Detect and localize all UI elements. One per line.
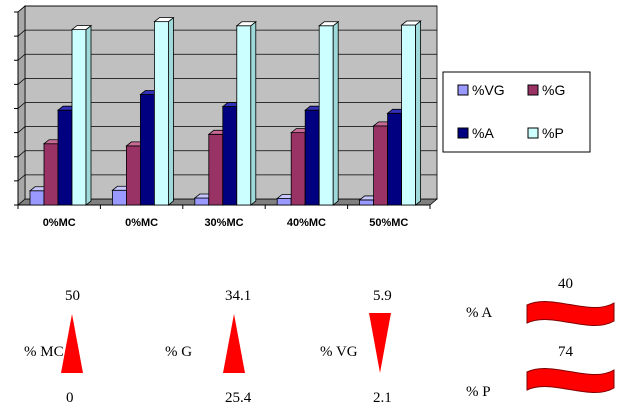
bar-front <box>373 125 389 206</box>
bar <box>153 16 175 206</box>
mc-top-value: 50 <box>65 288 80 304</box>
bar-front <box>194 197 210 206</box>
p-value: 74 <box>558 344 573 360</box>
x-tick-label: 30%MC <box>204 217 243 229</box>
legend-label: %A <box>472 125 494 141</box>
bar-side <box>332 20 339 206</box>
p-wave-icon <box>526 368 615 393</box>
bar-side <box>167 16 174 206</box>
x-tick-label: 0%MC <box>125 217 158 229</box>
x-tick-label: 0%MC <box>43 217 76 229</box>
a-value: 40 <box>558 276 573 292</box>
bar-front <box>139 94 155 206</box>
legend-swatch <box>527 127 539 139</box>
bar-front <box>236 25 252 206</box>
legend-box <box>442 71 591 153</box>
bar-side <box>85 24 92 206</box>
indicator-arrows <box>61 301 615 393</box>
vg-top-value: 5.9 <box>373 288 392 304</box>
g-top-value: 34.1 <box>225 288 252 304</box>
mc-bottom-value: 0 <box>66 390 74 406</box>
bar-front <box>71 29 87 206</box>
gridline <box>17 5 437 13</box>
bar-front <box>318 25 334 206</box>
legend-swatch <box>527 84 539 96</box>
gridline <box>17 126 437 133</box>
x-tick-labels: 0%MC 0%MC 30%MC 40%MC 50%MC <box>17 205 431 229</box>
legend-label: %G <box>542 82 565 98</box>
legend-swatch <box>457 127 469 139</box>
vg-bottom-value: 2.1 <box>373 390 392 406</box>
legend-label: %P <box>542 125 564 141</box>
bar-front <box>29 190 45 206</box>
a-label: % A <box>466 305 493 321</box>
bar <box>235 20 257 206</box>
bar-front <box>126 145 141 206</box>
bar <box>318 20 340 206</box>
legend: %VG %G %A %P <box>442 71 591 153</box>
bar <box>400 20 422 206</box>
x-tick-label: 40%MC <box>287 217 326 229</box>
bar <box>70 24 93 206</box>
bar-front <box>208 133 224 206</box>
gridline <box>17 29 437 37</box>
gridline <box>17 102 437 109</box>
x-tick-label: 50%MC <box>369 217 408 229</box>
bar-front <box>359 199 375 206</box>
bar-front <box>43 143 59 206</box>
bar-top <box>400 20 422 26</box>
gridline <box>17 77 437 85</box>
increase-triangle-icon <box>61 314 83 373</box>
chart-bars <box>28 16 422 206</box>
bar-top <box>318 21 340 27</box>
bar-front <box>222 106 238 206</box>
p-label: % P <box>466 384 491 400</box>
g-label: % G <box>165 344 193 360</box>
bar-front <box>401 24 417 206</box>
legend-label: %VG <box>472 82 505 98</box>
a-wave-icon <box>526 301 615 326</box>
gridline <box>17 53 437 61</box>
mc-label: % MC <box>24 344 64 360</box>
bar-side <box>250 20 257 206</box>
decrease-triangle-icon <box>369 313 391 373</box>
bar-top <box>235 21 257 27</box>
g-bottom-value: 25.4 <box>225 390 252 406</box>
legend-swatch <box>457 84 469 96</box>
bar-front <box>276 198 292 206</box>
bar-side <box>415 20 422 206</box>
bar-front <box>57 109 73 206</box>
increase-triangle-icon <box>223 314 245 373</box>
bar-front <box>290 132 306 206</box>
bar-top <box>70 25 93 31</box>
bar-top <box>153 17 175 23</box>
vg-label: % VG <box>320 344 358 360</box>
bar-front <box>112 189 127 206</box>
bar-front <box>153 21 169 206</box>
bar-front <box>387 112 403 206</box>
bar-front <box>304 109 320 206</box>
